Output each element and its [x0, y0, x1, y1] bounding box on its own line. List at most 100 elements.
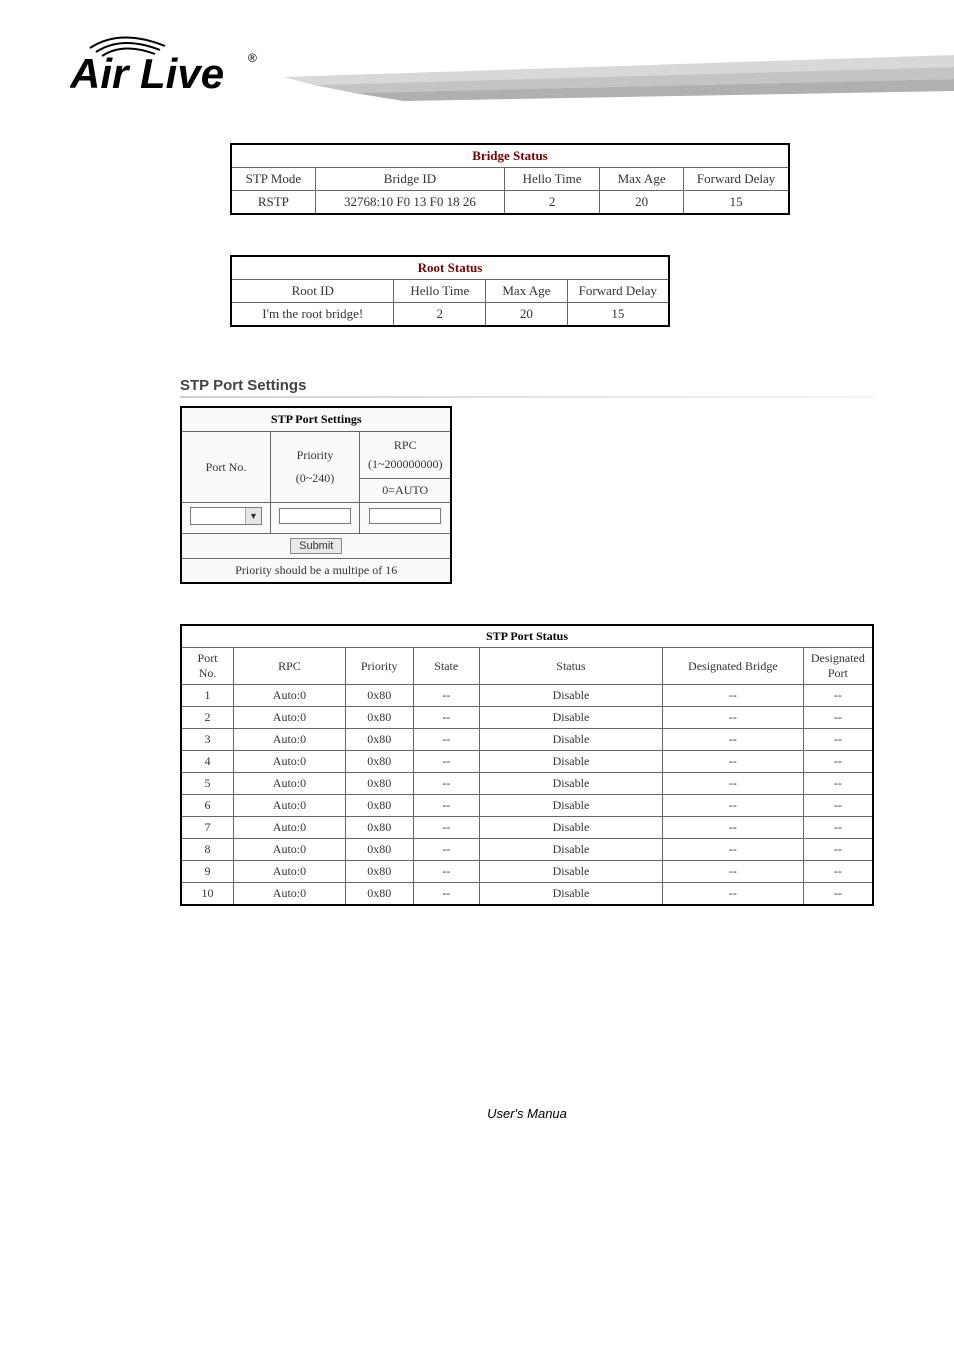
- rpc-input-cell: [360, 503, 452, 534]
- port-status-cell: --: [803, 751, 873, 773]
- port-status-row: 10Auto:00x80--Disable----: [181, 883, 873, 906]
- port-status-cell: --: [413, 817, 479, 839]
- port-status-cell: Auto:0: [234, 861, 346, 883]
- settings-col-rpc-bottom: 0=AUTO: [360, 479, 452, 503]
- section-divider: [180, 396, 874, 398]
- port-status-cell: 0x80: [345, 795, 413, 817]
- port-status-cell: --: [663, 817, 804, 839]
- port-status-cell: --: [663, 795, 804, 817]
- port-status-header: Port No.: [181, 648, 234, 685]
- port-status-cell: Auto:0: [234, 883, 346, 906]
- port-status-cell: --: [663, 861, 804, 883]
- priority-input-cell: [271, 503, 360, 534]
- port-status-cell: --: [413, 707, 479, 729]
- port-status-cell: 2: [181, 707, 234, 729]
- port-status-header: Designated Bridge: [663, 648, 804, 685]
- port-status-cell: Disable: [479, 817, 662, 839]
- port-status-cell: Disable: [479, 795, 662, 817]
- port-status-cell: 0x80: [345, 883, 413, 906]
- port-status-cell: --: [663, 883, 804, 906]
- port-status-cell: Auto:0: [234, 795, 346, 817]
- port-status-cell: --: [413, 861, 479, 883]
- root-status-header: Max Age: [486, 280, 567, 303]
- port-status-row: 1Auto:00x80--Disable----: [181, 685, 873, 707]
- port-status-cell: --: [663, 839, 804, 861]
- port-status-cell: Auto:0: [234, 839, 346, 861]
- priority-input[interactable]: [279, 508, 351, 524]
- port-status-cell: --: [803, 707, 873, 729]
- bridge-status-header: Forward Delay: [684, 168, 789, 191]
- port-status-cell: --: [413, 751, 479, 773]
- port-status-cell: 1: [181, 685, 234, 707]
- port-status-cell: --: [803, 839, 873, 861]
- port-status-cell: Auto:0: [234, 729, 346, 751]
- rpc-input[interactable]: [369, 508, 441, 524]
- port-status-cell: --: [413, 883, 479, 906]
- port-status-cell: Auto:0: [234, 707, 346, 729]
- chevron-down-icon: ▼: [245, 508, 261, 524]
- bridge-status-cell: RSTP: [231, 191, 315, 215]
- settings-col-portno: Port No.: [181, 432, 271, 503]
- port-status-cell: --: [803, 729, 873, 751]
- port-status-title: STP Port Status: [181, 625, 873, 648]
- port-status-cell: Auto:0: [234, 685, 346, 707]
- port-status-row: 2Auto:00x80--Disable----: [181, 707, 873, 729]
- port-status-cell: --: [413, 773, 479, 795]
- port-status-cell: --: [413, 839, 479, 861]
- port-status-cell: Disable: [479, 751, 662, 773]
- rpc-range: (1~200000000): [368, 455, 442, 474]
- port-status-cell: 0x80: [345, 685, 413, 707]
- svg-text:Air Live: Air Live: [70, 50, 224, 97]
- port-status-row: 4Auto:00x80--Disable----: [181, 751, 873, 773]
- root-status-header: Hello Time: [394, 280, 486, 303]
- bridge-status-header: STP Mode: [231, 168, 315, 191]
- port-status-cell: --: [803, 773, 873, 795]
- settings-col-rpc-top: RPC (1~200000000): [360, 432, 452, 479]
- port-status-header: Designated Port: [803, 648, 873, 685]
- port-status-cell: Disable: [479, 839, 662, 861]
- port-status-cell: 0x80: [345, 839, 413, 861]
- stp-port-settings-table: STP Port Settings Port No. Priority (0~2…: [180, 406, 452, 584]
- port-status-header: Status: [479, 648, 662, 685]
- root-status-cell: 2: [394, 303, 486, 327]
- root-status-header: Forward Delay: [567, 280, 669, 303]
- port-status-header: RPC: [234, 648, 346, 685]
- port-status-cell: 0x80: [345, 729, 413, 751]
- priority-range: (0~240): [279, 471, 351, 486]
- port-status-cell: Disable: [479, 729, 662, 751]
- port-status-cell: Disable: [479, 883, 662, 906]
- port-status-row: 6Auto:00x80--Disable----: [181, 795, 873, 817]
- port-status-cell: --: [663, 685, 804, 707]
- port-status-cell: 4: [181, 751, 234, 773]
- port-status-cell: --: [413, 795, 479, 817]
- submit-cell: Submit: [181, 534, 451, 559]
- port-status-row: 5Auto:00x80--Disable----: [181, 773, 873, 795]
- bridge-status-cell: 20: [599, 191, 683, 215]
- port-status-row: 9Auto:00x80--Disable----: [181, 861, 873, 883]
- root-status-cell: I'm the root bridge!: [231, 303, 394, 327]
- port-status-cell: Disable: [479, 773, 662, 795]
- bridge-status-title: Bridge Status: [231, 144, 789, 168]
- port-status-cell: --: [413, 729, 479, 751]
- port-status-cell: Auto:0: [234, 817, 346, 839]
- header-swoosh: [284, 55, 954, 105]
- port-status-cell: --: [803, 817, 873, 839]
- port-status-cell: 8: [181, 839, 234, 861]
- bridge-status-cell: 32768:10 F0 13 F0 18 26: [315, 191, 505, 215]
- bridge-status-header: Hello Time: [505, 168, 600, 191]
- port-status-cell: Disable: [479, 861, 662, 883]
- port-status-cell: 0x80: [345, 817, 413, 839]
- port-status-cell: 6: [181, 795, 234, 817]
- submit-button[interactable]: Submit: [290, 538, 342, 554]
- port-status-cell: --: [803, 795, 873, 817]
- root-status-table: Root Status Root IDHello TimeMax AgeForw…: [230, 255, 670, 327]
- root-status-cell: 20: [486, 303, 567, 327]
- port-select[interactable]: ▼: [190, 507, 262, 525]
- port-status-cell: 7: [181, 817, 234, 839]
- port-status-cell: --: [663, 729, 804, 751]
- port-status-row: 3Auto:00x80--Disable----: [181, 729, 873, 751]
- root-status-header: Root ID: [231, 280, 394, 303]
- port-status-cell: --: [803, 861, 873, 883]
- port-status-cell: 0x80: [345, 707, 413, 729]
- bridge-status-header: Bridge ID: [315, 168, 505, 191]
